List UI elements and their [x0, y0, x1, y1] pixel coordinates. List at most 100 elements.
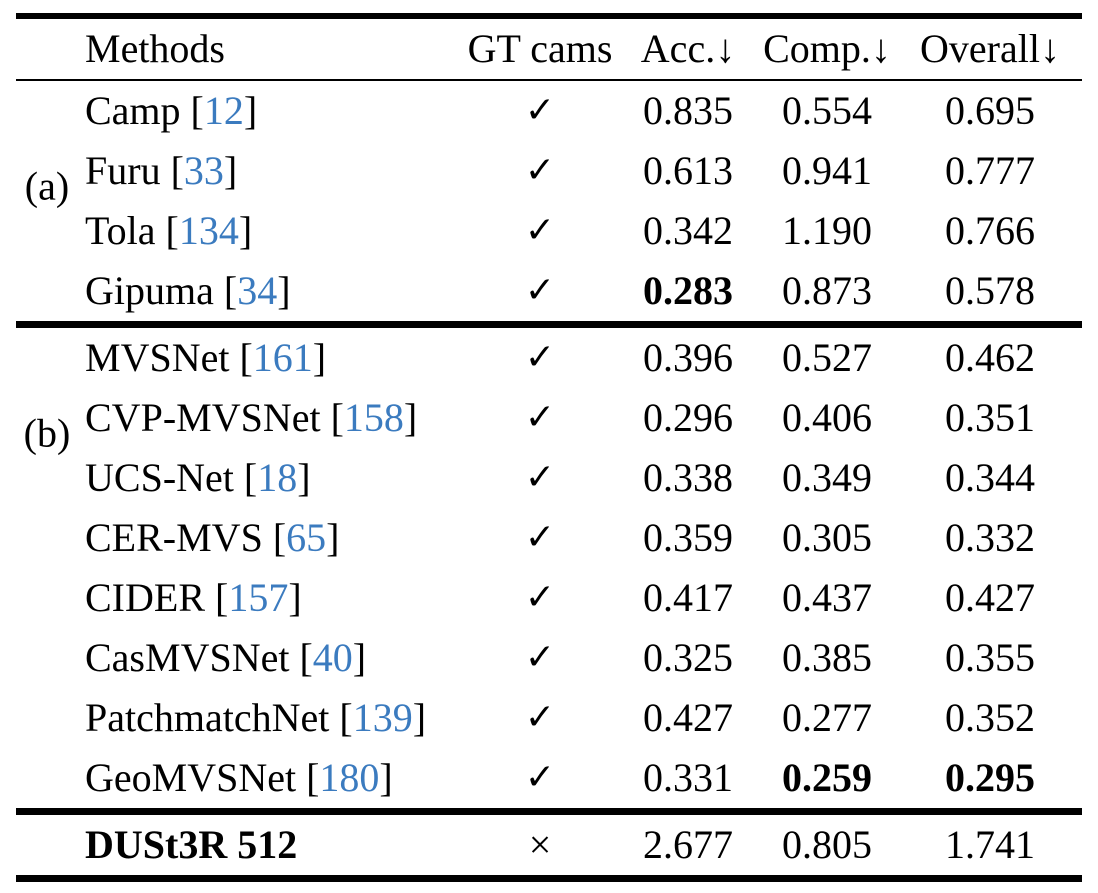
overall-cell: 0.355 [945, 635, 1035, 680]
table-row: PatchmatchNet [139] ✓ 0.427 0.277 0.352 [16, 688, 1082, 748]
citation-open-bracket: [ [205, 575, 229, 620]
acc-cell: 0.835 [643, 88, 733, 133]
citation-close-bracket: ] [352, 635, 367, 680]
overall-cell: 1.741 [945, 822, 1035, 867]
acc-cell: 0.359 [643, 515, 733, 560]
method-name: Furu [85, 148, 161, 193]
acc-cell: 0.283 [643, 268, 733, 313]
overall-cell: 0.332 [945, 515, 1035, 560]
method-name: CVP-MVSNet [85, 395, 321, 440]
col-header-acc: Acc.↓ [640, 26, 736, 71]
acc-cell: 0.325 [643, 635, 733, 680]
method-cell: CVP-MVSNet [158] [78, 398, 460, 438]
table-row: CIDER [157] ✓ 0.417 0.437 0.427 [16, 568, 1082, 628]
citation-close-bracket: ] [223, 148, 238, 193]
citation-open-bracket: [ [233, 455, 258, 500]
overall-cell: 0.351 [945, 395, 1035, 440]
check-icon: ✓ [524, 637, 556, 678]
acc-cell: 0.338 [643, 455, 733, 500]
citation-ref[interactable]: 158 [343, 395, 404, 440]
citation-close-bracket: ] [403, 395, 418, 440]
acc-cell: 0.613 [643, 148, 733, 193]
group-label: (b) [23, 410, 71, 456]
citation-ref[interactable]: 40 [312, 635, 353, 680]
method-cell: PatchmatchNet [139] [78, 698, 460, 738]
overall-cell: 0.766 [945, 208, 1035, 253]
comp-cell: 1.190 [782, 208, 872, 253]
method-cell: Furu [33] [78, 151, 460, 191]
header-rule [16, 79, 1082, 81]
footer-section: DUSt3R 512 × 2.677 0.805 1.741 [16, 815, 1082, 875]
table-row: DUSt3R 512 × 2.677 0.805 1.741 [16, 815, 1082, 875]
citation-ref[interactable]: 139 [352, 695, 413, 740]
comp-cell: 0.385 [782, 635, 872, 680]
overall-cell: 0.777 [945, 148, 1035, 193]
method-cell: MVSNet [161] [78, 338, 460, 378]
citation-ref[interactable]: 161 [252, 335, 313, 380]
citation-ref[interactable]: 34 [237, 268, 278, 313]
overall-cell: 0.695 [945, 88, 1035, 133]
comp-cell: 0.941 [782, 148, 872, 193]
method-name: DUSt3R 512 [85, 822, 298, 867]
citation-ref[interactable]: 65 [286, 515, 327, 560]
check-icon: ✓ [524, 270, 556, 311]
overall-cell: 0.578 [945, 268, 1035, 313]
method-cell: UCS-Net [18] [78, 458, 460, 498]
comp-cell: 0.349 [782, 455, 872, 500]
table-row: Camp [12] ✓ 0.835 0.554 0.695 [16, 81, 1082, 141]
method-name: Camp [85, 88, 181, 133]
citation-close-bracket: ] [297, 455, 311, 500]
check-icon: ✓ [524, 397, 556, 438]
citation-open-bracket: [ [296, 755, 320, 800]
acc-cell: 0.331 [643, 755, 733, 800]
citation-ref[interactable]: 180 [319, 755, 380, 800]
check-icon: ✓ [524, 457, 556, 498]
acc-cell: 0.427 [643, 695, 733, 740]
footer-divider-rule [16, 808, 1082, 815]
citation-open-bracket: [ [180, 88, 204, 133]
citation-ref[interactable]: 134 [178, 208, 239, 253]
method-name: Tola [85, 208, 156, 253]
citation-close-bracket: ] [326, 515, 340, 560]
overall-cell: 0.462 [945, 335, 1035, 380]
results-table: Methods GT cams Acc.↓ Comp.↓ Overall↓ (a… [16, 13, 1082, 882]
table-header-row: Methods GT cams Acc.↓ Comp.↓ Overall↓ [16, 19, 1082, 79]
check-icon: ✓ [524, 150, 556, 191]
citation-open-bracket: [ [329, 695, 353, 740]
comp-cell: 0.527 [782, 335, 872, 380]
method-name: Gipuma [85, 268, 214, 313]
citation-ref[interactable]: 33 [183, 148, 224, 193]
group-label: (a) [24, 163, 70, 209]
comp-cell: 0.873 [782, 268, 872, 313]
method-name: UCS-Net [85, 455, 234, 500]
acc-cell: 0.396 [643, 335, 733, 380]
comp-cell: 0.277 [782, 695, 872, 740]
method-cell: DUSt3R 512 [78, 825, 460, 865]
overall-cell: 0.352 [945, 695, 1035, 740]
citation-close-bracket: ] [277, 268, 291, 313]
check-icon: ✓ [524, 697, 556, 738]
comp-cell: 0.406 [782, 395, 872, 440]
citation-close-bracket: ] [243, 88, 258, 133]
table-row: Gipuma [34] ✓ 0.283 0.873 0.578 [16, 261, 1082, 321]
overall-cell: 0.427 [945, 575, 1035, 620]
citation-close-bracket: ] [238, 208, 253, 253]
citation-close-bracket: ] [312, 335, 327, 380]
group-b-section: (b) MVSNet [161] ✓ 0.396 0.527 0.462 CVP-MVSNe… [16, 328, 1082, 808]
check-icon: ✓ [524, 210, 556, 251]
citation-open-bracket: [ [213, 268, 238, 313]
citation-open-bracket: [ [229, 335, 253, 380]
check-icon: ✓ [524, 517, 556, 558]
comp-cell: 0.805 [782, 822, 872, 867]
citation-ref[interactable]: 12 [203, 88, 244, 133]
method-cell: Tola [134] [78, 211, 460, 251]
citation-open-bracket: [ [320, 395, 344, 440]
col-header-comp: Comp.↓ [763, 26, 891, 71]
comp-cell: 0.305 [782, 515, 872, 560]
table-row: Furu [33] ✓ 0.613 0.941 0.777 [16, 141, 1082, 201]
table-top-rule [16, 13, 1082, 19]
group-a-section: (a) Camp [12] ✓ 0.835 0.554 0.695 Furu [33] ✓ 0.… [16, 81, 1082, 321]
citation-ref[interactable]: 18 [257, 455, 298, 500]
citation-ref[interactable]: 157 [228, 575, 289, 620]
citation-close-bracket: ] [288, 575, 302, 620]
